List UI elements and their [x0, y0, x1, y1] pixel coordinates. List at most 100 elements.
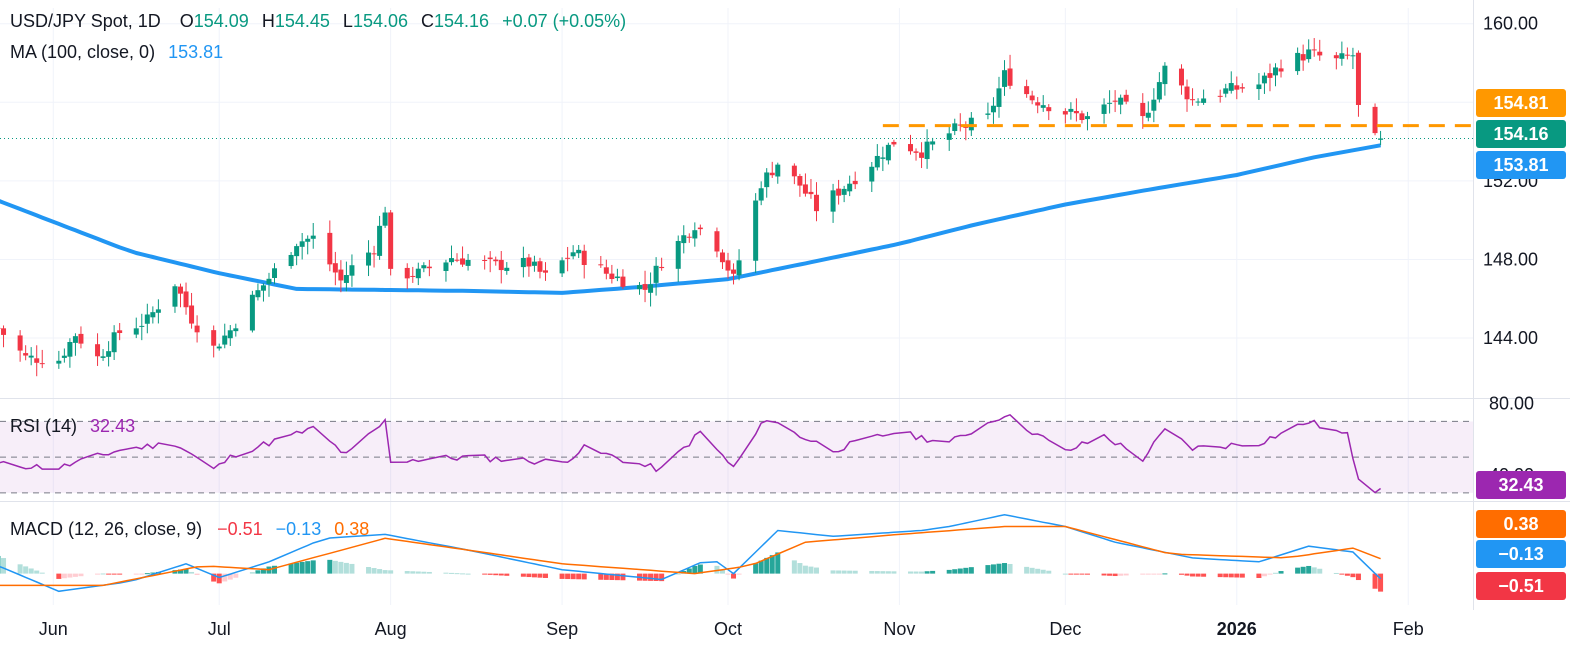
macd-histogram-bar [985, 565, 991, 574]
macd-legend: MACD (12, 26, close, 9) −0.51 −0.13 0.38 [10, 519, 369, 540]
candle-body [56, 360, 62, 364]
macd-histogram-bar [111, 573, 117, 575]
macd-histogram-bar [299, 561, 305, 574]
candle-body [758, 188, 764, 201]
candle-body [448, 258, 454, 263]
macd-histogram-bar [366, 567, 372, 574]
macd-histogram-bar [1261, 573, 1267, 577]
macd-histogram-bar [349, 563, 355, 574]
macd-histogram-bar [1184, 573, 1190, 576]
macd-histogram-bar [1239, 573, 1245, 578]
candle-body [731, 269, 737, 274]
candle-body [531, 261, 537, 266]
candle-body [769, 172, 775, 176]
rsi-tick-label: 80.00 [1489, 394, 1534, 414]
macd-histogram-bar [813, 567, 819, 574]
signal-value-badge: 0.38 [1476, 510, 1566, 538]
macd-histogram-bar [410, 571, 416, 574]
time-axis-label: Feb [1393, 619, 1424, 639]
macd-histogram-bar [1046, 570, 1052, 574]
macd-histogram-bar [487, 573, 493, 575]
macd-legend-macd: −0.13 [275, 519, 322, 539]
candle-body [460, 258, 466, 265]
macd-histogram-bar [1195, 573, 1201, 577]
time-axis-label: Nov [883, 619, 915, 639]
macd-histogram-bar [178, 569, 183, 574]
macd-histogram-bar [1151, 573, 1157, 575]
macd-histogram-bar [952, 569, 958, 574]
macd-histogram-bar [1317, 568, 1323, 574]
candle-body [0, 327, 1, 329]
macd-histogram-bar [183, 568, 189, 574]
macd-histogram-bar [150, 572, 156, 574]
macd-histogram-bar [1178, 573, 1184, 575]
macd-histogram-bar [139, 573, 145, 575]
macd-legend-label: MACD (12, 26, close, 9) [10, 519, 203, 539]
candle-body [1217, 95, 1223, 97]
resistance-price-badge: 154.81 [1476, 89, 1566, 117]
macd-histogram-bar [946, 569, 952, 574]
macd-histogram-bar [1311, 567, 1317, 574]
change-value: +0.07 (+0.05%) [502, 11, 627, 31]
candle-body [1046, 107, 1052, 112]
candle-body [454, 259, 460, 261]
price-tick-label: 144.00 [1483, 328, 1538, 348]
macd-histogram-bar [465, 573, 471, 575]
candle-body [719, 252, 725, 263]
candle-body [1190, 99, 1196, 101]
candle-body [924, 141, 930, 160]
candle-body [1073, 111, 1079, 114]
macd-histogram-bar [227, 573, 233, 580]
macd-histogram-bar [1002, 563, 1008, 574]
candle-body [1084, 116, 1090, 120]
candle-body [1278, 68, 1284, 72]
candle-body [349, 265, 355, 276]
macd-histogram-bar [305, 561, 311, 574]
candle-body [72, 336, 78, 343]
candle-body [1311, 49, 1317, 51]
macd-legend-signal: 0.38 [334, 519, 370, 539]
macd-histogram-bar [570, 573, 576, 580]
candle-body [1239, 87, 1245, 89]
macd-histogram-bar [67, 573, 73, 578]
macd-histogram-bar [520, 573, 526, 577]
ma-legend: MA (100, close, 0) 153.81 [10, 42, 223, 63]
macd-histogram-bar [255, 570, 261, 574]
macd-histogram-bar [1339, 573, 1345, 575]
macd-signal-line [0, 525, 1381, 587]
candle-body [111, 332, 117, 353]
macd-histogram-bar [852, 570, 858, 574]
candle-body [1378, 138, 1384, 140]
macd-histogram-bar [343, 562, 349, 574]
candle-body [493, 259, 499, 262]
candle-body [1223, 88, 1229, 94]
macd-histogram-bar [1101, 573, 1107, 576]
candle-body [189, 305, 195, 324]
macd-histogram-bar [891, 571, 897, 574]
macd-histogram-bar [1145, 573, 1151, 575]
candle-body [1156, 82, 1162, 100]
macd-histogram-bar [61, 573, 67, 579]
candle-body [836, 188, 842, 196]
macd-histogram-bar [1223, 573, 1229, 578]
macd-histogram-bar [609, 573, 615, 581]
candle-body [990, 105, 996, 113]
macd-histogram-bar [117, 573, 123, 575]
macd-histogram-bar [802, 565, 808, 574]
macd-histogram-bar [294, 562, 300, 574]
candle-body [526, 257, 532, 267]
macd-histogram-bar [288, 563, 294, 574]
macd-histogram-bar [222, 573, 228, 582]
price-tick-label: 148.00 [1483, 249, 1538, 269]
candle-body [1029, 95, 1035, 101]
macd-histogram-bar [260, 568, 266, 574]
candle-body [366, 252, 372, 266]
macd-histogram-bar [603, 573, 609, 580]
candle-body [1195, 101, 1201, 103]
candle-body [133, 328, 139, 335]
candle-body [95, 344, 101, 357]
candle-body [1007, 68, 1013, 86]
candle-body [852, 180, 858, 185]
macd-histogram-bar [692, 565, 698, 574]
candle-body [487, 257, 493, 260]
